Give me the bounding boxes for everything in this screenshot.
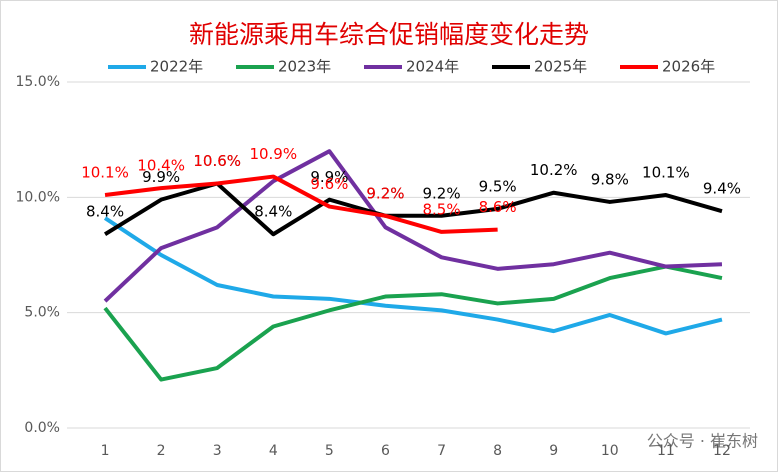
- chart-title: 新能源乘用车综合促销幅度变化走势: [189, 20, 589, 49]
- watermark: 公众号 · 崔东树: [647, 432, 758, 451]
- x-tick-label: 4: [269, 443, 278, 459]
- x-tick-label: 5: [325, 443, 334, 459]
- series-line: [103, 149, 723, 303]
- data-label: 9.9%: [310, 168, 348, 186]
- y-tick-label: 15.0%: [16, 74, 60, 90]
- data-label: 8.4%: [86, 203, 124, 221]
- data-label: 9.5%: [479, 177, 517, 195]
- x-tick-label: 12: [713, 443, 731, 459]
- data-label: 10.1%: [81, 164, 129, 182]
- data-label: 10.6%: [193, 152, 241, 170]
- y-tick-label: 10.0%: [16, 189, 60, 205]
- data-label: 8.4%: [254, 203, 292, 221]
- x-tick-label: 9: [549, 443, 558, 459]
- data-label: 9.2%: [422, 184, 460, 202]
- data-label: 9.4%: [703, 180, 741, 198]
- legend-label: 2022年: [150, 58, 203, 76]
- data-label: 9.2%: [366, 184, 404, 202]
- x-tick-label: 3: [213, 443, 222, 459]
- data-label: 10.4%: [137, 157, 185, 175]
- legend-label: 2026年: [662, 58, 715, 76]
- data-label: 10.6%: [193, 152, 241, 170]
- series-line: [103, 264, 723, 382]
- data-label: 9.2%: [366, 184, 404, 202]
- data-label: 8.5%: [422, 200, 460, 218]
- data-label: 9.6%: [310, 175, 348, 193]
- legend-label: 2023年: [278, 58, 331, 76]
- series-line: [104, 174, 498, 234]
- x-tick-label: 2: [157, 443, 166, 459]
- data-label: 10.2%: [530, 161, 578, 179]
- legend-label: 2025年: [534, 58, 587, 76]
- data-label: 8.6%: [479, 198, 517, 216]
- x-tick-label: 8: [493, 443, 502, 459]
- legend-label: 2024年: [406, 58, 459, 76]
- series-line: [103, 216, 723, 336]
- x-tick-label: 7: [437, 443, 446, 459]
- data-label: 10.9%: [249, 145, 297, 163]
- x-tick-label: 6: [381, 443, 390, 459]
- x-tick-label: 10: [601, 443, 619, 459]
- y-tick-label: 5.0%: [24, 305, 60, 321]
- x-tick-label: 1: [101, 443, 110, 459]
- data-label: 10.1%: [642, 164, 690, 182]
- x-tick-label: 11: [657, 443, 675, 459]
- data-label: 9.9%: [142, 168, 180, 186]
- data-label: 9.8%: [591, 170, 629, 188]
- y-tick-label: 0.0%: [24, 420, 60, 436]
